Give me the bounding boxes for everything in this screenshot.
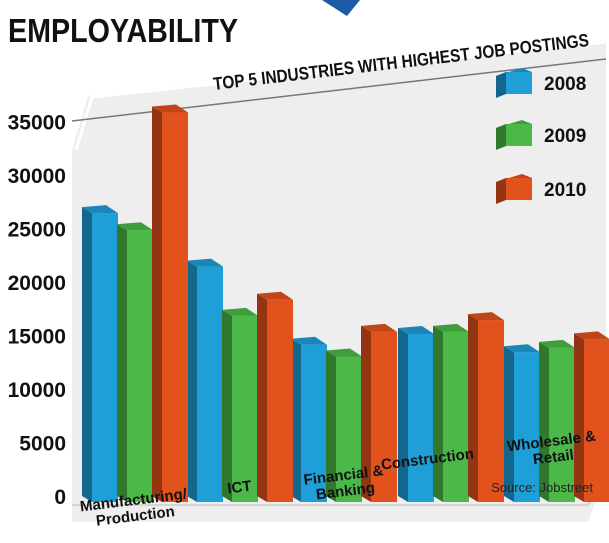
y-axis: 0 5000 10000 15000 20000 25000 30000 35000 bbox=[8, 112, 66, 510]
legend-swatch-side bbox=[496, 72, 506, 98]
bar-front bbox=[478, 320, 504, 502]
bar-top bbox=[326, 348, 362, 357]
bar-top bbox=[433, 323, 469, 332]
bar-side bbox=[82, 207, 92, 502]
banner-corner bbox=[322, 0, 360, 16]
legend-label: 2008 bbox=[544, 74, 586, 95]
legend-label: 2010 bbox=[544, 180, 586, 201]
legend-item: 2008 bbox=[496, 68, 586, 98]
legend-swatch-top bbox=[496, 174, 532, 182]
page-title: EMPLOYABILITY bbox=[8, 12, 238, 49]
legend-item: 2010 bbox=[496, 174, 586, 204]
bar-side bbox=[539, 341, 549, 502]
bar bbox=[574, 331, 609, 502]
y-tick-label: 15000 bbox=[8, 326, 66, 349]
bar bbox=[291, 336, 327, 502]
bar-front bbox=[549, 347, 575, 502]
bar-side bbox=[222, 309, 232, 502]
bar-top bbox=[222, 307, 258, 316]
legend-item: 2009 bbox=[496, 120, 586, 150]
legend-swatch-side bbox=[496, 178, 506, 204]
bar bbox=[433, 323, 469, 502]
x-category-label: Financial &Banking bbox=[303, 462, 387, 505]
bar-side bbox=[187, 260, 197, 502]
legend-swatch bbox=[506, 72, 532, 94]
bar bbox=[504, 344, 540, 502]
bar-side bbox=[257, 293, 267, 502]
source-note: Source: Jobstreet bbox=[491, 480, 593, 495]
bar bbox=[326, 348, 362, 502]
bar-top bbox=[468, 312, 504, 321]
y-tick-label: 30000 bbox=[8, 165, 66, 188]
bar-side bbox=[291, 338, 301, 502]
bar-side bbox=[326, 350, 336, 502]
bar-front bbox=[371, 331, 397, 502]
legend-swatch-side bbox=[496, 124, 506, 150]
bar-front bbox=[408, 334, 434, 502]
bar bbox=[468, 312, 504, 502]
bar-side bbox=[117, 224, 127, 502]
panel-highlight bbox=[74, 40, 607, 151]
bar-front bbox=[301, 344, 327, 502]
legend-swatch bbox=[506, 124, 532, 146]
legend-swatch-top bbox=[496, 68, 532, 76]
bar-top bbox=[539, 339, 575, 348]
bar-front bbox=[514, 352, 540, 502]
bar bbox=[117, 222, 153, 502]
bar bbox=[187, 258, 223, 502]
bar bbox=[222, 307, 258, 502]
bar-side bbox=[433, 325, 443, 502]
bar bbox=[82, 205, 118, 502]
y-tick-label: 0 bbox=[54, 486, 66, 509]
y-tick-label: 25000 bbox=[8, 219, 66, 242]
legend: 2008 2009 2010 bbox=[496, 68, 586, 204]
bar-top bbox=[117, 222, 153, 231]
bar-side bbox=[398, 328, 408, 502]
bar-side bbox=[361, 325, 371, 502]
bar-front bbox=[92, 213, 118, 502]
bar bbox=[361, 323, 397, 502]
bar-front bbox=[232, 315, 258, 502]
bar-front bbox=[267, 299, 293, 502]
y-tick-label: 35000 bbox=[8, 112, 66, 135]
bar-front bbox=[584, 339, 609, 502]
bar-top bbox=[574, 331, 609, 340]
bar-side bbox=[468, 314, 478, 502]
bar-front bbox=[336, 356, 362, 502]
bar bbox=[539, 339, 575, 502]
bars bbox=[82, 104, 609, 503]
y-tick-label: 5000 bbox=[19, 433, 66, 456]
legend-label: 2009 bbox=[544, 126, 586, 147]
y-tick-label: 10000 bbox=[8, 379, 66, 402]
legend-swatch bbox=[506, 178, 532, 200]
bar bbox=[398, 326, 434, 502]
bar-front bbox=[162, 112, 188, 503]
bar-side bbox=[504, 346, 514, 502]
y-tick-label: 20000 bbox=[8, 272, 66, 295]
bar-top bbox=[398, 326, 434, 335]
bar-front bbox=[443, 331, 469, 502]
bar bbox=[152, 104, 188, 503]
bar-top bbox=[187, 258, 223, 267]
bar-front bbox=[197, 266, 223, 502]
bar-top bbox=[152, 104, 188, 113]
bar-top bbox=[82, 205, 118, 214]
bar-front bbox=[127, 230, 153, 502]
bar-top bbox=[291, 336, 327, 345]
bar-top bbox=[504, 344, 540, 353]
legend-swatch-top bbox=[496, 120, 532, 128]
bar-top bbox=[257, 291, 293, 300]
x-category-label: ICT bbox=[226, 478, 252, 498]
bar-side bbox=[574, 333, 584, 502]
bar-side bbox=[152, 106, 162, 503]
bar-top bbox=[361, 323, 397, 332]
bar bbox=[257, 291, 293, 502]
